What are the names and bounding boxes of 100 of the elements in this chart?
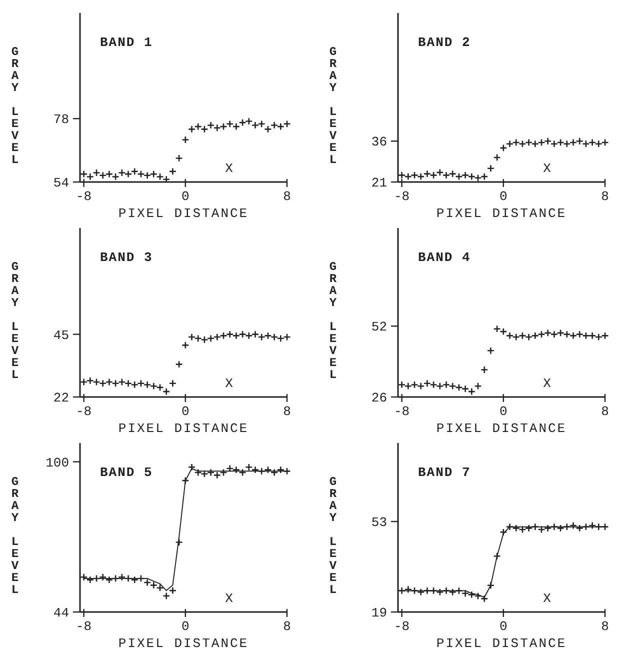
point <box>175 538 183 546</box>
point <box>194 468 202 476</box>
x-tick-label: -8 <box>394 404 410 419</box>
x-tick-label: -8 <box>76 404 92 419</box>
point <box>430 171 438 180</box>
point <box>182 136 190 144</box>
y-tick-label: 100 <box>46 455 69 470</box>
point <box>588 332 596 340</box>
point <box>283 333 291 341</box>
point <box>118 378 126 386</box>
x-axis-title: PIXEL DISTANCE <box>118 206 249 221</box>
x-tick-label: -8 <box>394 189 410 204</box>
point <box>80 378 88 386</box>
point <box>168 380 177 388</box>
point <box>556 138 564 146</box>
point <box>480 172 488 180</box>
point <box>118 168 126 177</box>
point <box>594 140 602 148</box>
point <box>283 120 291 128</box>
point <box>576 330 584 338</box>
point <box>588 522 596 530</box>
point <box>524 524 533 532</box>
point <box>417 172 425 180</box>
text: BAND 2 <box>418 35 471 50</box>
x-axis-title: PIXEL DISTANCE <box>436 421 567 436</box>
text: BAND 3 <box>100 250 153 265</box>
point <box>220 122 228 130</box>
x-tick-label: 0 <box>182 619 190 634</box>
point <box>500 528 508 536</box>
point <box>175 360 183 368</box>
point <box>270 333 278 341</box>
point <box>506 140 514 148</box>
point <box>238 118 246 126</box>
point <box>398 380 406 389</box>
text: BAND 7 <box>418 465 471 480</box>
point <box>556 329 564 337</box>
point <box>538 330 546 338</box>
point <box>112 574 120 582</box>
point <box>556 524 564 532</box>
point <box>423 586 432 595</box>
x-tick-label: 0 <box>500 189 508 204</box>
point <box>404 382 412 390</box>
point <box>486 164 495 172</box>
point <box>588 138 596 146</box>
point <box>442 586 450 595</box>
point <box>226 464 234 472</box>
point <box>92 378 100 386</box>
point <box>436 382 444 390</box>
point <box>524 138 533 146</box>
point <box>500 144 508 152</box>
point <box>258 120 266 128</box>
point <box>474 174 482 182</box>
point <box>188 333 196 341</box>
point <box>226 330 234 338</box>
point <box>213 333 222 341</box>
point <box>601 332 609 340</box>
point <box>601 138 609 146</box>
point <box>162 592 170 600</box>
point <box>276 466 284 474</box>
point <box>232 332 240 340</box>
y-tick-label: 36 <box>371 134 387 150</box>
point <box>270 121 278 130</box>
point <box>105 378 114 386</box>
point <box>404 172 412 180</box>
text: BAND 4 <box>418 250 471 265</box>
point <box>200 336 208 344</box>
x-axis-title: PIXEL DISTANCE <box>436 206 567 221</box>
text: GRAY LEVEL <box>11 45 19 167</box>
point <box>430 586 438 595</box>
point <box>448 588 456 596</box>
point <box>436 588 444 596</box>
point <box>461 171 470 180</box>
point <box>206 334 215 342</box>
point <box>168 168 177 176</box>
point <box>150 382 158 390</box>
x-tick-label: 8 <box>283 189 291 204</box>
point <box>423 380 432 388</box>
point <box>130 380 138 389</box>
point <box>410 171 418 180</box>
point <box>175 154 183 162</box>
point <box>563 330 571 338</box>
x-tick-label: 8 <box>601 189 609 204</box>
point <box>423 170 432 178</box>
y-tick-label: 44 <box>53 606 70 621</box>
point <box>486 346 495 355</box>
text: GRAY LEVEL <box>329 475 337 597</box>
point <box>417 382 425 390</box>
point <box>582 332 590 340</box>
x-tick-label: -8 <box>76 189 92 204</box>
text: GRAY LEVEL <box>329 260 337 382</box>
point <box>264 125 272 134</box>
point <box>493 552 501 560</box>
point <box>448 382 456 390</box>
point <box>569 138 578 146</box>
y-tick-label: 52 <box>371 320 387 335</box>
y-tick-label: 19 <box>371 606 387 621</box>
point <box>143 380 152 389</box>
text: GRAY LEVEL <box>11 260 19 382</box>
point <box>182 341 190 350</box>
point <box>594 333 602 341</box>
